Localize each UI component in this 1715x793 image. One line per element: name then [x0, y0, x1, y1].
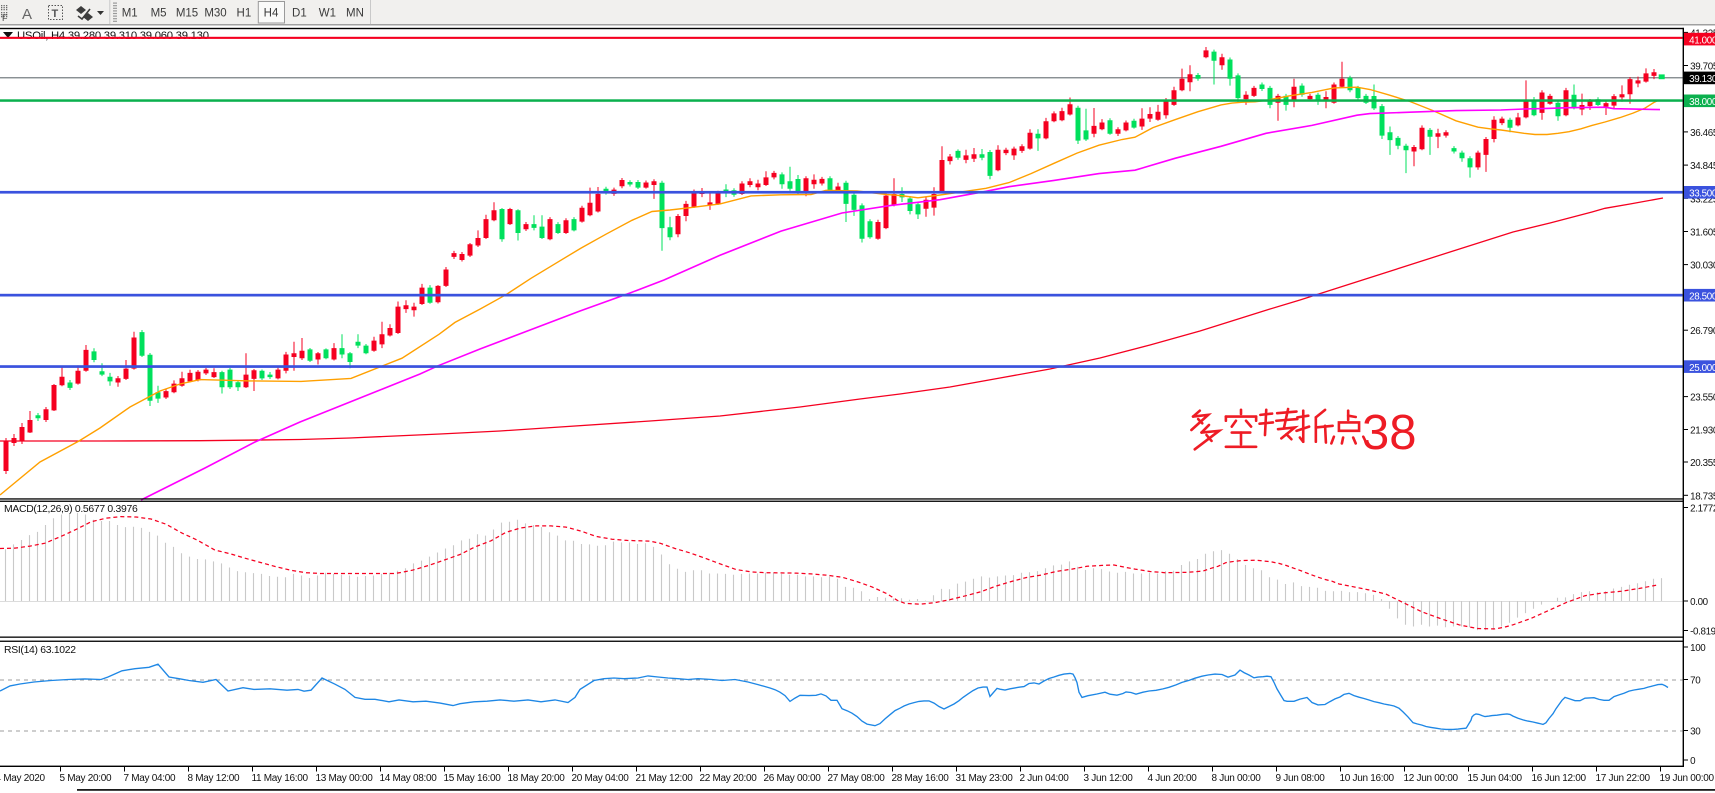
svg-text:26 May 00:00: 26 May 00:00: [764, 773, 822, 784]
svg-text:0.00: 0.00: [1690, 597, 1709, 608]
svg-text:-0.819: -0.819: [1690, 627, 1715, 638]
svg-text:39.130: 39.130: [1689, 74, 1715, 85]
svg-text:H1: H1: [237, 8, 252, 20]
svg-text:33.225: 33.225: [1690, 194, 1715, 205]
svg-text:M1: M1: [122, 8, 138, 20]
svg-text:A: A: [22, 6, 32, 23]
svg-text:15 Jun 04:00: 15 Jun 04:00: [1468, 773, 1523, 784]
svg-text:34.845: 34.845: [1690, 161, 1715, 172]
svg-text:41.000: 41.000: [1689, 35, 1715, 46]
svg-text:22 May 20:00: 22 May 20:00: [700, 773, 758, 784]
svg-text:39.705: 39.705: [1690, 62, 1715, 73]
svg-text:13 May 00:00: 13 May 00:00: [316, 773, 374, 784]
svg-text:36.465: 36.465: [1690, 128, 1715, 139]
svg-text:4 Jun 20:00: 4 Jun 20:00: [1148, 773, 1198, 784]
svg-text:M15: M15: [176, 8, 198, 20]
svg-text:D1: D1: [292, 8, 307, 20]
svg-text:10 Jun 16:00: 10 Jun 16:00: [1340, 773, 1395, 784]
svg-text:70: 70: [1690, 676, 1701, 687]
svg-text:F: F: [2, 13, 8, 23]
svg-text:8 May 12:00: 8 May 12:00: [188, 773, 240, 784]
svg-text:38: 38: [1362, 406, 1417, 460]
svg-text:W1: W1: [319, 8, 336, 20]
svg-text:T: T: [52, 8, 59, 20]
svg-text:31 May 23:00: 31 May 23:00: [956, 773, 1014, 784]
svg-text:2.1772: 2.1772: [1690, 504, 1715, 515]
svg-text:7 May 04:00: 7 May 04:00: [124, 773, 176, 784]
svg-text:M30: M30: [204, 8, 226, 20]
svg-text:11 May 16:00: 11 May 16:00: [252, 773, 309, 784]
svg-text:12 Jun 00:00: 12 Jun 00:00: [1404, 773, 1459, 784]
svg-text:21 May 12:00: 21 May 12:00: [636, 773, 694, 784]
svg-text:28 May 16:00: 28 May 16:00: [892, 773, 950, 784]
svg-text:28.500: 28.500: [1689, 291, 1715, 302]
svg-text:30.030: 30.030: [1690, 261, 1715, 272]
svg-text:33.500: 33.500: [1689, 189, 1715, 200]
svg-text:8 Jun 00:00: 8 Jun 00:00: [1212, 773, 1262, 784]
svg-text:MN: MN: [346, 8, 364, 20]
svg-text:20.355: 20.355: [1690, 458, 1715, 469]
svg-text:4 May 2020: 4 May 2020: [0, 773, 45, 784]
svg-text:30: 30: [1690, 727, 1701, 738]
svg-text:100: 100: [1690, 643, 1706, 654]
svg-text:21.930: 21.930: [1690, 426, 1715, 437]
svg-text:25.000: 25.000: [1689, 363, 1715, 374]
svg-text:3 Jun 12:00: 3 Jun 12:00: [1084, 773, 1134, 784]
svg-text:2 Jun 04:00: 2 Jun 04:00: [1020, 773, 1070, 784]
svg-text:MACD(12,26,9) 0.5677 0.3976: MACD(12,26,9) 0.5677 0.3976: [4, 504, 138, 515]
svg-text:31.605: 31.605: [1690, 228, 1715, 239]
svg-text:USOil, H4 39.280 39.310 39.060: USOil, H4 39.280 39.310 39.060 39.130: [17, 30, 209, 42]
svg-text:5 May 20:00: 5 May 20:00: [60, 773, 112, 784]
svg-text:RSI(14) 63.1022: RSI(14) 63.1022: [4, 645, 76, 656]
svg-text:9 Jun 08:00: 9 Jun 08:00: [1276, 773, 1326, 784]
svg-text:17 Jun 22:00: 17 Jun 22:00: [1596, 773, 1651, 784]
svg-text:18 May 20:00: 18 May 20:00: [508, 773, 566, 784]
svg-text:19 Jun 00:00: 19 Jun 00:00: [1660, 773, 1715, 784]
svg-text:16 Jun 12:00: 16 Jun 12:00: [1532, 773, 1587, 784]
svg-text:M5: M5: [151, 8, 167, 20]
svg-text:18.735: 18.735: [1690, 491, 1715, 502]
svg-text:H4: H4: [264, 8, 279, 20]
svg-text:15 May 16:00: 15 May 16:00: [444, 773, 502, 784]
svg-text:27 May 08:00: 27 May 08:00: [828, 773, 886, 784]
svg-text:38.000: 38.000: [1689, 97, 1715, 108]
svg-text:14 May 08:00: 14 May 08:00: [380, 773, 438, 784]
svg-text:23.550: 23.550: [1690, 393, 1715, 404]
svg-text:26.790: 26.790: [1690, 326, 1715, 337]
svg-text:0: 0: [1690, 756, 1696, 767]
svg-text:20 May 04:00: 20 May 04:00: [572, 773, 630, 784]
